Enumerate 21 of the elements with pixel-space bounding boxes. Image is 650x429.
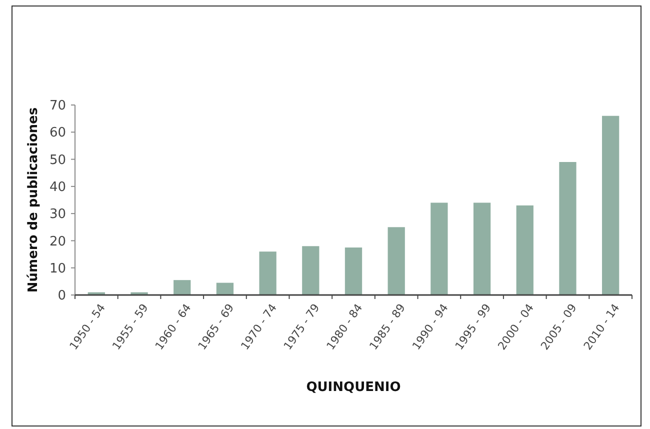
y-axis-title: Número de publicaciones xyxy=(26,107,41,293)
y-tick-label: 70 xyxy=(49,98,66,114)
bar xyxy=(174,280,191,295)
y-tick-label: 10 xyxy=(49,261,66,276)
y-tick-label: 0 xyxy=(58,288,66,304)
y-tick-label: 50 xyxy=(49,152,66,168)
bar xyxy=(559,162,576,295)
bar xyxy=(344,248,362,295)
x-axis-title: QUINQUENIO xyxy=(306,380,401,395)
y-tick-label: 30 xyxy=(49,207,66,222)
bar xyxy=(516,205,534,295)
bar xyxy=(216,282,234,295)
y-tick-label: 40 xyxy=(49,180,66,195)
bar xyxy=(430,202,448,295)
bar xyxy=(388,227,405,295)
y-tick-label: 60 xyxy=(49,126,66,141)
bar xyxy=(602,116,620,295)
bar xyxy=(473,202,491,295)
y-tick-label: 20 xyxy=(49,234,66,250)
bar xyxy=(302,246,320,295)
bar xyxy=(259,252,276,295)
